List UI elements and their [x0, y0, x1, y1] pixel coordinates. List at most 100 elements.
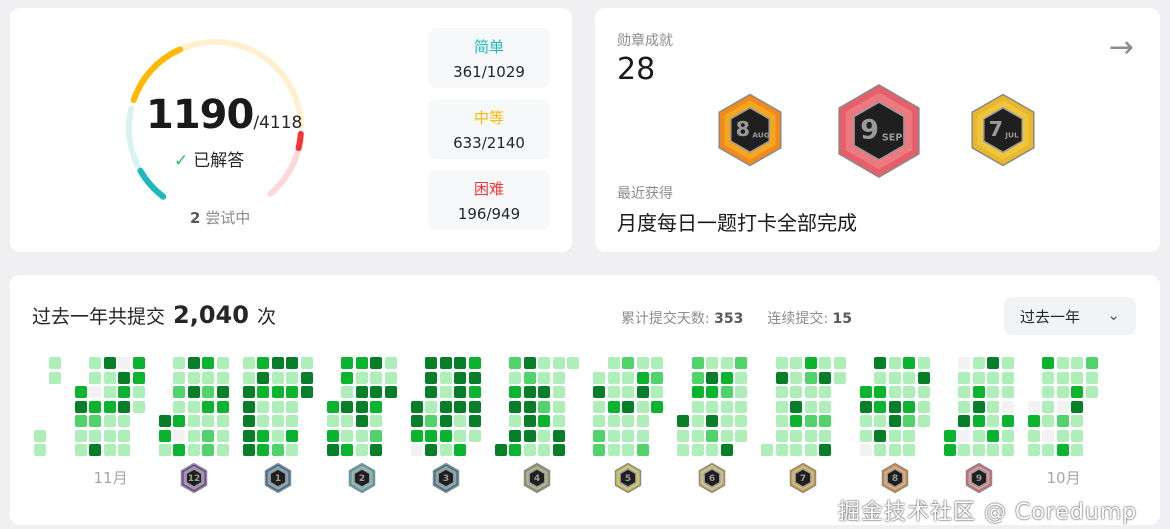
heatmap-day[interactable] [425, 371, 437, 384]
heatmap-day[interactable] [523, 444, 536, 456]
heatmap-day[interactable] [468, 415, 481, 427]
heatmap-day[interactable] [468, 371, 481, 384]
heatmap-day[interactable] [888, 400, 901, 413]
heatmap-day[interactable] [173, 371, 185, 384]
heatmap-day[interactable] [202, 371, 214, 384]
heatmap-day[interactable] [1056, 400, 1069, 413]
heatmap-day[interactable] [607, 400, 620, 413]
heatmap-day[interactable] [425, 429, 437, 442]
heatmap-day[interactable] [804, 444, 817, 456]
heatmap-day[interactable] [509, 444, 521, 456]
heatmap-day[interactable] [622, 400, 634, 413]
heatmap-day[interactable] [468, 357, 481, 369]
heatmap-day[interactable] [819, 386, 831, 398]
heatmap-day[interactable] [552, 386, 565, 398]
heatmap-day[interactable] [874, 386, 886, 398]
heatmap-day[interactable] [187, 415, 200, 427]
heatmap-day[interactable] [775, 415, 788, 427]
heatmap-day[interactable] [677, 415, 689, 427]
heatmap-day[interactable] [341, 415, 353, 427]
heatmap-day[interactable] [1042, 444, 1054, 456]
heatmap-day[interactable] [607, 444, 620, 456]
heatmap-day[interactable] [173, 444, 185, 456]
heatmap-day[interactable] [187, 444, 200, 456]
heatmap-day[interactable] [552, 371, 565, 384]
heatmap-day[interactable] [370, 444, 382, 456]
heatmap-day[interactable] [917, 400, 930, 413]
heatmap-day[interactable] [735, 400, 747, 413]
heatmap-day[interactable] [242, 429, 255, 442]
heatmap-day[interactable] [370, 386, 382, 398]
heatmap-day[interactable] [173, 357, 185, 369]
heatmap-day[interactable] [118, 444, 130, 456]
heatmap-day[interactable] [1071, 386, 1083, 398]
heatmap-day[interactable] [89, 357, 101, 369]
heatmap-day[interactable] [202, 386, 214, 398]
heatmap-day[interactable] [987, 386, 999, 398]
heatmap-day[interactable] [1027, 400, 1040, 413]
heatmap-day[interactable] [454, 444, 466, 456]
heatmap-day[interactable] [538, 400, 550, 413]
heatmap-day[interactable] [300, 386, 313, 398]
heatmap-day[interactable] [1071, 415, 1083, 427]
heatmap-day[interactable] [216, 429, 229, 442]
heatmap-day[interactable] [622, 371, 634, 384]
heatmap-day[interactable] [651, 357, 663, 369]
heatmap-day[interactable] [34, 444, 46, 456]
heatmap-day[interactable] [706, 400, 718, 413]
heatmap-day[interactable] [790, 357, 802, 369]
heatmap-day[interactable] [720, 429, 733, 442]
heatmap-day[interactable] [1042, 386, 1054, 398]
heatmap-day[interactable] [819, 429, 831, 442]
heatmap-day[interactable] [439, 400, 452, 413]
heatmap-day[interactable] [74, 429, 87, 442]
heatmap-day[interactable] [903, 400, 915, 413]
heatmap-day[interactable] [903, 357, 915, 369]
heatmap-day[interactable] [1042, 429, 1054, 442]
heatmap-day[interactable] [286, 429, 298, 442]
heatmap-day[interactable] [1042, 415, 1054, 427]
badges-card[interactable]: 勋章成就 28 → 8 AUG 9 SEP 7 JUL 最近获得 月度每日一题打卡全部完成 [595, 8, 1160, 252]
heatmap-day[interactable] [720, 444, 733, 456]
heatmap-day[interactable] [972, 371, 985, 384]
heatmap-day[interactable] [468, 386, 481, 398]
heatmap-day[interactable] [187, 386, 200, 398]
heatmap-day[interactable] [509, 415, 521, 427]
heatmap-day[interactable] [651, 386, 663, 398]
heatmap-day[interactable] [1056, 371, 1069, 384]
heatmap-day[interactable] [943, 429, 956, 442]
heatmap-day[interactable] [271, 444, 284, 456]
heatmap-day[interactable] [888, 371, 901, 384]
heatmap-day[interactable] [355, 415, 368, 427]
heatmap-day[interactable] [819, 400, 831, 413]
heatmap-day[interactable] [355, 386, 368, 398]
heatmap-day[interactable] [454, 429, 466, 442]
heatmap-day[interactable] [132, 371, 145, 384]
heatmap-day[interactable] [202, 429, 214, 442]
heatmap-day[interactable] [509, 386, 521, 398]
heatmap-day[interactable] [1001, 386, 1014, 398]
heatmap-day[interactable] [1056, 357, 1069, 369]
heatmap-day[interactable] [775, 429, 788, 442]
heatmap-day[interactable] [355, 357, 368, 369]
heatmap-day[interactable] [775, 400, 788, 413]
heatmap-day[interactable] [523, 415, 536, 427]
heatmap-day[interactable] [410, 429, 423, 442]
heatmap-day[interactable] [118, 371, 130, 384]
heatmap-day[interactable] [1056, 386, 1069, 398]
heatmap-day[interactable] [89, 444, 101, 456]
heatmap-day[interactable] [132, 400, 145, 413]
heatmap-day[interactable] [819, 371, 831, 384]
heatmap-day[interactable] [1001, 444, 1014, 456]
heatmap-day[interactable] [677, 429, 689, 442]
heatmap-day[interactable] [833, 371, 846, 384]
heatmap-day[interactable] [761, 444, 773, 456]
heatmap-day[interactable] [286, 415, 298, 427]
heatmap-day[interactable] [439, 444, 452, 456]
heatmap-day[interactable] [593, 415, 605, 427]
heatmap-day[interactable] [888, 357, 901, 369]
heatmap-day[interactable] [1001, 415, 1014, 427]
heatmap-day[interactable] [987, 371, 999, 384]
heatmap-day[interactable] [89, 386, 101, 398]
heatmap-day[interactable] [720, 400, 733, 413]
